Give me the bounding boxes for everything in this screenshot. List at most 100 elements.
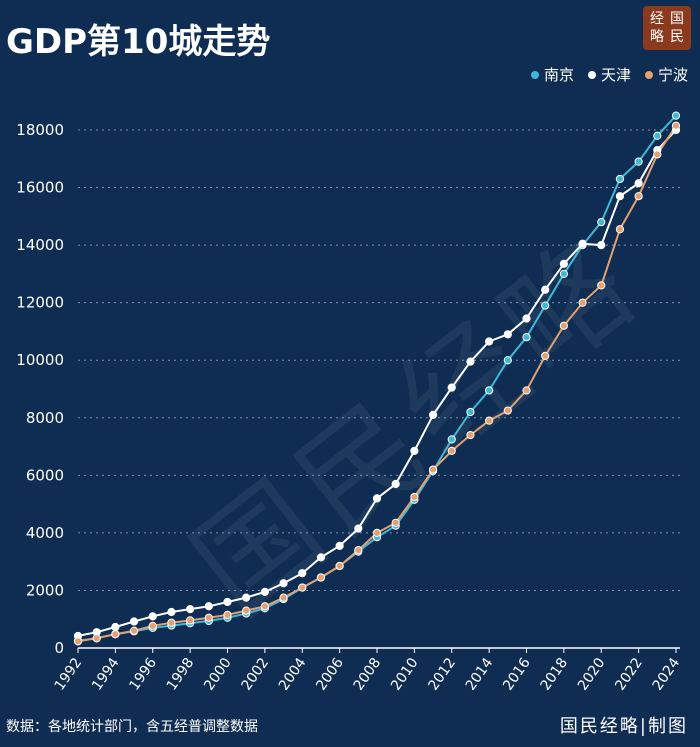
- data-point: [466, 357, 475, 366]
- data-point: [391, 479, 400, 489]
- y-tick-label: 18000: [16, 121, 64, 139]
- x-tick-label: 2022: [612, 655, 646, 693]
- data-point: [522, 386, 531, 395]
- data-point: [447, 435, 456, 444]
- x-tick-label: 2004: [276, 655, 310, 693]
- data-point: [186, 616, 195, 625]
- x-tick-label: 1994: [89, 655, 123, 693]
- y-tick-label: 10000: [16, 351, 64, 369]
- y-tick-label: 0: [54, 639, 64, 657]
- data-point: [447, 383, 456, 392]
- series-line-2: [77, 125, 677, 643]
- logo-char: 经: [650, 11, 664, 27]
- data-point: [485, 337, 494, 346]
- data-point: [559, 269, 568, 278]
- data-point: [316, 553, 326, 562]
- chart-title: GDP第10城走势: [6, 22, 271, 62]
- data-point: [260, 587, 269, 596]
- data-point: [354, 524, 363, 533]
- y-tick-label: 4000: [26, 524, 64, 542]
- data-point: [223, 597, 232, 607]
- data-point: [354, 546, 363, 555]
- legend-item-tianjin: 天津: [587, 64, 631, 85]
- x-tick-label: 2018: [538, 655, 572, 693]
- data-point: [204, 602, 213, 611]
- data-point: [167, 607, 176, 617]
- x-tick-label: 2000: [201, 655, 235, 693]
- data-point: [503, 330, 512, 339]
- y-tick-label: 8000: [26, 409, 64, 427]
- series-line-0: [77, 114, 677, 642]
- data-point: [428, 465, 438, 474]
- data-point: [503, 356, 512, 365]
- data-point: [615, 192, 625, 201]
- data-point: [578, 239, 587, 248]
- data-point: [447, 446, 456, 455]
- data-point: [148, 621, 157, 630]
- x-tick-label: 2016: [500, 655, 534, 693]
- x-tick-label: 2024: [650, 655, 684, 693]
- data-source-note: 数据：各地统计部门，含五经普调整数据: [6, 719, 258, 735]
- legend-label: 天津: [600, 66, 631, 84]
- data-point: [428, 410, 438, 419]
- legend-label: 南京: [543, 66, 574, 84]
- brand-credit: 国民经略|制图: [559, 716, 688, 737]
- x-tick-label: 2010: [388, 655, 422, 693]
- x-tick-label: 1996: [126, 655, 160, 693]
- data-point: [148, 612, 157, 621]
- x-tick-label: 1998: [164, 655, 198, 693]
- data-point: [316, 573, 326, 582]
- data-point: [111, 622, 120, 632]
- data-point: [615, 174, 625, 184]
- data-point: [541, 301, 550, 310]
- data-point: [92, 634, 101, 643]
- brand-logo: 经 国 略 民: [643, 6, 691, 50]
- data-point: [223, 610, 232, 620]
- data-point: [279, 579, 288, 588]
- data-point: [522, 333, 531, 342]
- data-point: [186, 605, 195, 614]
- data-point: [466, 407, 475, 417]
- x-tick-label: 2020: [575, 655, 609, 693]
- data-point: [541, 351, 550, 361]
- data-point: [167, 618, 176, 627]
- data-point: [578, 298, 587, 307]
- series-line-1: [77, 129, 677, 637]
- x-tick-label: 2012: [425, 655, 459, 693]
- data-point: [485, 386, 494, 395]
- data-point: [298, 583, 307, 592]
- data-point: [391, 518, 400, 527]
- data-point: [111, 630, 120, 639]
- data-point: [541, 285, 550, 294]
- data-point: [671, 111, 681, 120]
- x-tick-label: 2002: [239, 655, 273, 693]
- y-tick-label: 12000: [16, 294, 64, 312]
- data-point: [204, 613, 213, 622]
- logo-char: 略: [650, 29, 664, 45]
- data-point: [653, 150, 662, 159]
- data-point: [485, 416, 494, 425]
- data-point: [73, 637, 83, 646]
- data-point: [279, 593, 288, 602]
- legend-marker: [587, 70, 596, 79]
- data-point: [559, 259, 568, 268]
- data-point: [634, 192, 643, 201]
- data-point: [522, 314, 531, 323]
- data-point: [615, 225, 625, 234]
- data-point: [466, 430, 475, 440]
- data-point: [335, 561, 344, 571]
- legend-label: 宁波: [657, 66, 688, 84]
- data-point: [129, 626, 139, 635]
- data-point: [597, 217, 606, 227]
- data-point: [559, 321, 568, 330]
- data-point: [335, 541, 344, 550]
- data-point: [653, 131, 662, 140]
- legend-marker: [530, 70, 539, 79]
- y-tick-label: 14000: [16, 236, 64, 254]
- data-point: [410, 446, 419, 455]
- legend-marker: [644, 70, 653, 79]
- data-point: [372, 528, 382, 537]
- x-tick-label: 1992: [52, 655, 86, 693]
- x-tick-label: 2008: [351, 655, 385, 693]
